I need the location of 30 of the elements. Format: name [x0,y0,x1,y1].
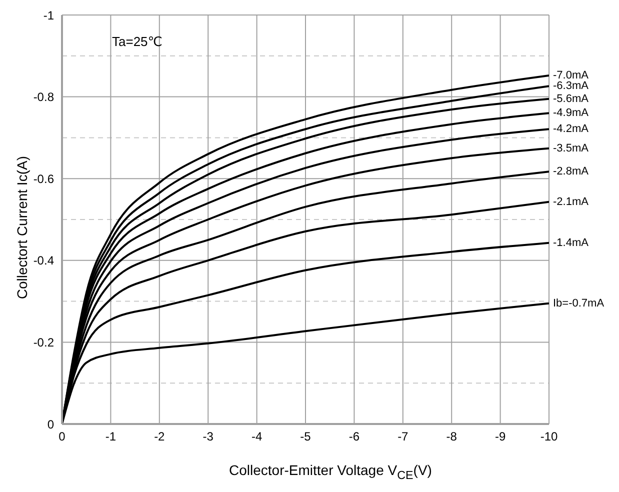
series-label: -6.3mA [553,80,590,92]
y-tick-label: -0.8 [33,90,54,104]
x-axis-title: Collector-Emitter Voltage V$_{CE}$(V) [228,462,433,482]
series-label: -7.0mA [553,70,590,82]
x-tick-label: -5 [300,430,312,444]
series-label: Ib=-0.7mA [553,297,605,310]
series-label: -2.8mA [553,166,590,178]
y-axis-title: Collectort Current Ic(A) [14,156,30,300]
series-label: -4.2mA [553,123,590,136]
y-tick-label: -1 [43,8,54,22]
x-tick-label: -10 [540,430,558,444]
series-label: -2.1mA [553,196,590,208]
x-tick-label: -6 [348,430,360,444]
y-tick-label: 0 [47,417,54,432]
series-label: -3.5mA [553,142,590,154]
y-tick-label: -0.2 [33,335,54,350]
x-tick-label: -2 [154,430,166,444]
x-tick-label: -1 [105,430,116,444]
y-tick-label: -0.4 [33,254,54,268]
y-tick-label: -0.6 [33,172,54,186]
x-tick-label: -7 [398,430,409,444]
x-tick-label: -9 [494,430,506,444]
x-tick-label: -4 [251,430,262,444]
annotation: Ta=25℃ [112,34,162,50]
x-tick-label: -8 [446,430,458,444]
x-tick-label: -3 [202,430,214,444]
series-label: -4.9mA [553,107,590,120]
series-label: -5.6mA [553,92,590,105]
series-label: -1.4mA [553,236,590,249]
x-tick-label: 0 [58,430,66,444]
